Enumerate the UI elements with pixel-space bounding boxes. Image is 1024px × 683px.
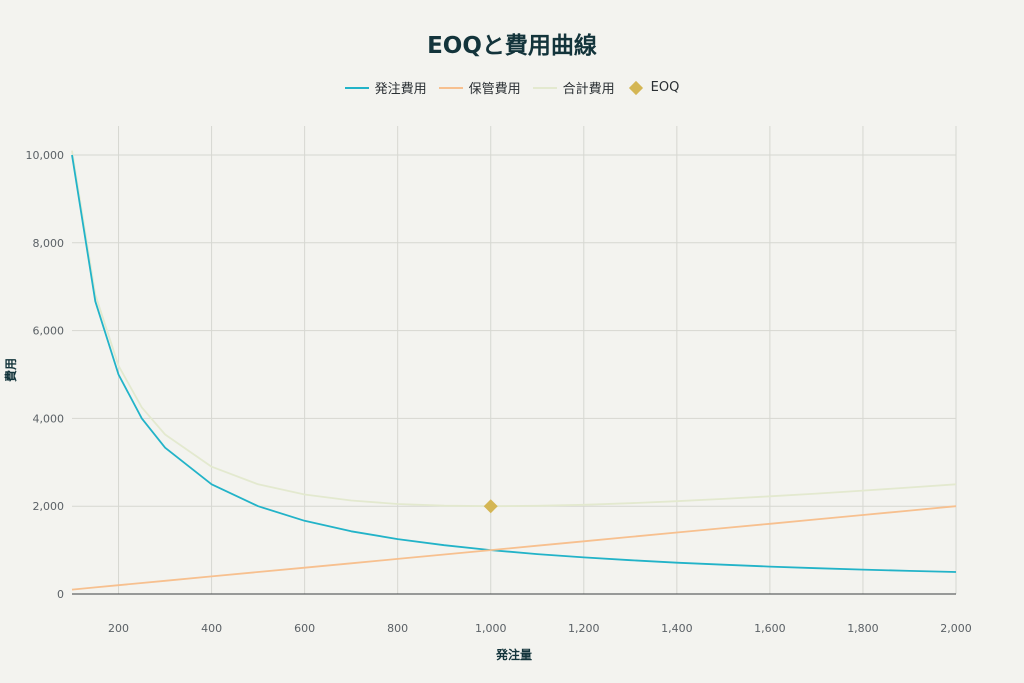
legend-item-eoq[interactable]: EOQ [627,80,680,95]
x-tick-label: 1,200 [568,622,600,635]
x-tick-label: 400 [201,622,222,635]
legend-swatch-total-cost [532,86,557,89]
legend-item-order-cost[interactable]: 発注費用 [344,78,427,97]
x-tick-label: 1,000 [475,622,507,635]
tick-labels: 200 400 600 800 1,000 1,200 1,400 1,600 1,800 2,0… [26,149,972,635]
series-lines [71,150,957,591]
legend-label-eoq: EOQ [650,80,680,95]
chart-title: EOQと費用曲線 [427,33,597,59]
legend-swatch-order-cost [344,86,369,89]
legend-item-holding-cost[interactable]: 保管費用 [438,78,521,97]
x-tick-label: 1,600 [754,622,786,635]
x-tick-label: 600 [294,622,315,635]
x-tick-label: 200 [108,622,129,635]
y-axis-title: 費用 [3,358,18,382]
x-tick-label: 1,800 [847,622,879,635]
order-cost-line[interactable] [71,154,957,573]
eoq-marker[interactable] [483,499,498,514]
y-tick-label: 2,000 [33,500,65,513]
x-tick-label: 2,000 [940,622,972,635]
legend-label-total-cost: 合計費用 [562,82,615,97]
legend-item-total-cost[interactable]: 合計費用 [532,78,615,97]
x-tick-label: 800 [387,622,408,635]
holding-cost-line[interactable] [71,505,957,591]
y-tick-label: 6,000 [33,325,65,338]
legend: 発注費用 保管費用 合計費用 EOQ [0,78,1024,97]
total-cost-line[interactable] [71,150,957,508]
y-tick-label: 0 [57,588,64,601]
legend-label-order-cost: 発注費用 [374,82,427,97]
y-tick-label: 4,000 [33,412,65,425]
legend-swatch-holding-cost [438,86,463,89]
markers [483,499,498,514]
legend-label-holding-cost: 保管費用 [468,82,521,97]
y-tick-label: 10,000 [26,149,65,162]
y-tick-label: 8,000 [33,237,65,250]
x-axis-title: 発注量 [495,647,532,662]
x-tick-label: 1,400 [661,622,693,635]
grid [72,126,957,595]
